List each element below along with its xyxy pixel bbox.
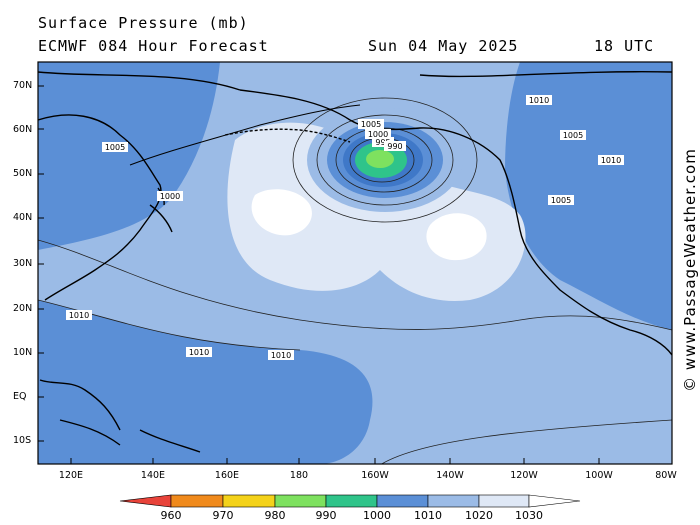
isobar-label: 1005	[358, 119, 384, 129]
colorbar-label: 1010	[414, 509, 442, 522]
lon-label: 80W	[655, 470, 677, 481]
lat-label: 10S	[13, 435, 32, 446]
isobar-label-text: 1005	[551, 196, 571, 205]
isobar-label-text: 1005	[361, 120, 381, 129]
lon-label: 120W	[510, 470, 538, 481]
colorbar-swatch	[376, 494, 429, 508]
colorbar-swatch	[427, 494, 480, 508]
forecast-date: Sun 04 May 2025	[368, 37, 519, 55]
isobar-label-text: 1010	[69, 311, 89, 320]
isobar-label: 1010	[598, 155, 624, 165]
lon-label: 160W	[361, 470, 389, 481]
lon-label: 120E	[58, 470, 84, 481]
lon-label: 140E	[140, 470, 166, 481]
colorbar-swatch	[170, 494, 224, 508]
lat-label: 70N	[13, 80, 33, 91]
isobar-label-text: 1000	[160, 192, 180, 201]
colorbar-label: 960	[160, 509, 182, 522]
lat-label: 30N	[13, 258, 33, 269]
isobar-label: 1000	[157, 191, 183, 201]
colorbar-label: 990	[315, 509, 337, 522]
chart-title: Surface Pressure (mb)	[38, 14, 249, 32]
isobar-label: 990	[384, 141, 406, 151]
isobar-label: 1010	[186, 347, 212, 357]
lon-label: 100W	[585, 470, 613, 481]
coast-arctic	[38, 71, 672, 91]
isobar-label: 1010	[526, 95, 552, 105]
isobar-label-text: 1010	[601, 156, 621, 165]
isobar-label-text: 1010	[271, 351, 291, 360]
colorbar-label: 1030	[515, 509, 543, 522]
lat-label: EQ	[13, 391, 27, 402]
map-frame	[37, 61, 673, 465]
isobar-label-text: 1005	[563, 131, 583, 140]
colorbar-swatch	[478, 494, 530, 508]
isobar-label: 995	[372, 137, 394, 147]
high-cell-west	[251, 189, 312, 236]
lat-label: 50N	[13, 168, 33, 179]
colorbar-label: 1020	[465, 509, 493, 522]
coast-indonesia	[39, 379, 201, 453]
colorbar-label: 970	[212, 509, 234, 522]
colorbar-swatch	[325, 494, 378, 508]
colorbar-swatch	[274, 494, 327, 508]
isobar-label-text: 1010	[189, 348, 209, 357]
colorbar-label: 980	[264, 509, 286, 522]
colorbar-swatch	[222, 494, 276, 508]
model-label: ECMWF 084 Hour Forecast	[38, 37, 269, 55]
isobar-label: 1010	[268, 350, 294, 360]
lon-label: 180	[289, 470, 309, 481]
isobar-label-text: 1010	[529, 96, 549, 105]
lon-label: 140W	[436, 470, 464, 481]
isobar-label: 1005	[548, 195, 574, 205]
lat-label: 10N	[13, 347, 33, 358]
lon-label: 160E	[214, 470, 240, 481]
north-america-low	[505, 62, 672, 330]
forecast-time: 18 UTC	[594, 37, 655, 55]
coast-alaska	[239, 89, 672, 356]
low-core	[366, 150, 394, 168]
isobar-label-text: 1005	[105, 143, 125, 152]
lat-label: 40N	[13, 212, 33, 223]
colorbar-right-arrow	[528, 494, 581, 508]
tropical-low-band	[38, 300, 373, 464]
aleutian-chain	[224, 128, 351, 143]
isobar-label: 1010	[66, 310, 92, 320]
colorbar-left-arrow	[119, 494, 172, 508]
lat-label: 60N	[13, 124, 33, 135]
colorbar-label: 1000	[363, 509, 391, 522]
isobar-label-text: 990	[387, 142, 402, 151]
isobar-label: 1005	[102, 142, 128, 152]
watermark-text: © www.PassageWeather.com	[681, 148, 699, 392]
west-pacific-low	[38, 62, 220, 250]
map-ticks	[38, 85, 600, 464]
high-cell-east	[426, 213, 487, 261]
isobar-label: 1000	[365, 129, 391, 139]
lat-label: 20N	[13, 303, 33, 314]
isobar-label-text: 995	[375, 138, 390, 147]
isobar-label-text: 1000	[368, 130, 388, 139]
isobar-label: 1005	[560, 130, 586, 140]
colorbar	[119, 494, 581, 508]
